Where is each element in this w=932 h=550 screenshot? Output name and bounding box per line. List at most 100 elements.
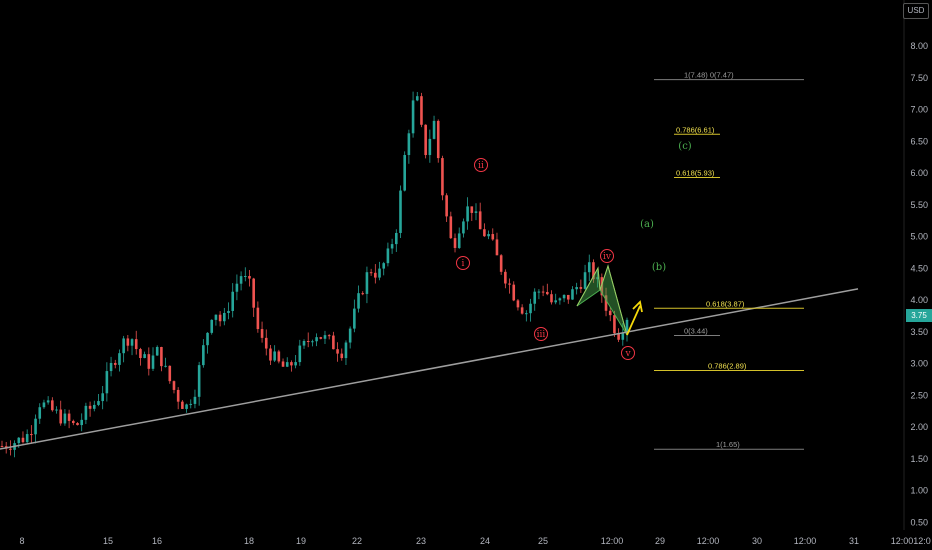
candle-body — [130, 339, 134, 346]
candle-body — [541, 291, 545, 293]
candle-body — [30, 434, 33, 436]
candle-body — [151, 355, 155, 369]
candle-body — [621, 332, 625, 340]
candle-body — [495, 239, 499, 256]
candle-body — [470, 206, 474, 213]
date-tick-label: 16 — [152, 536, 162, 546]
date-tick-label: 24 — [480, 536, 490, 546]
candle-body — [88, 405, 92, 409]
date-tick-label: 15 — [103, 536, 113, 546]
candle-body — [625, 319, 629, 333]
price-axis[interactable]: 8.00 7.50 7.00 6.50 6.00 5.50 5.00 4.50 4.00 3.50… — [910, 41, 928, 527]
candle-body — [449, 216, 453, 239]
candle-body — [558, 298, 562, 301]
candle-body — [306, 340, 310, 342]
arrow-icon — [626, 300, 643, 336]
candle-body — [239, 276, 243, 284]
candle-body — [403, 155, 406, 191]
price-tick-label: 7.50 — [910, 73, 928, 83]
candle-body — [407, 133, 411, 156]
candle-body — [583, 272, 587, 289]
candle-body — [340, 353, 344, 359]
wave-label-circle — [600, 249, 614, 263]
fibonacci-levels[interactable]: 1(7.48) 0(7.47) 0.786(6.61) 0.618(5.93) 0.6… — [654, 71, 804, 450]
fib-level-label: 1(1.65) — [716, 440, 740, 449]
candle-body — [529, 303, 532, 314]
pattern-outline — [576, 264, 628, 336]
candle-body — [147, 354, 151, 369]
candle-body — [101, 393, 104, 402]
candle-body — [139, 349, 142, 359]
candle-body — [59, 409, 63, 424]
candle-body — [277, 351, 281, 362]
candle-body — [243, 276, 247, 278]
candle-body — [432, 120, 436, 139]
candle-body — [227, 310, 230, 313]
candle-body — [478, 211, 482, 230]
candle-body — [415, 96, 419, 101]
date-tick-label: 22 — [352, 536, 362, 546]
candle-body — [466, 206, 469, 222]
date-tick-label: 12:00 — [601, 536, 624, 546]
date-tick-label: 29 — [655, 536, 665, 546]
candle-body — [457, 233, 461, 248]
currency-button[interactable]: USD — [903, 3, 929, 19]
wave-label: ii — [478, 161, 484, 171]
candle-body — [294, 362, 297, 366]
candle-body — [126, 338, 130, 346]
candle-body — [248, 276, 251, 279]
candle-body — [424, 124, 427, 156]
candle-body — [223, 312, 226, 322]
candle-body — [411, 100, 415, 134]
candle-body — [462, 221, 465, 234]
fib-level-label: 1(7.48) 0(7.47) — [684, 71, 734, 80]
candle-body — [357, 293, 360, 309]
projection-labels: (a) (b) (c) — [640, 141, 692, 273]
candle-body — [504, 271, 507, 284]
candle-body — [453, 238, 457, 248]
candle-body — [63, 413, 67, 424]
date-tick-label: 12:0 — [913, 536, 931, 546]
price-tick-label: 5.50 — [910, 200, 928, 210]
price-tick-label: 1.00 — [910, 486, 928, 496]
candle-body — [176, 389, 180, 402]
fib-level-label: 0(3.44) — [684, 327, 708, 336]
candle-body — [197, 365, 201, 397]
candle-body — [210, 319, 214, 333]
price-tick-label: 1.50 — [910, 454, 928, 464]
date-tick-label: 23 — [416, 536, 426, 546]
date-tick-label: 8 — [19, 536, 24, 546]
date-tick-label: 31 — [849, 536, 859, 546]
candle-body — [617, 333, 620, 340]
price-tick-label: 6.00 — [910, 168, 928, 178]
candle-body — [97, 401, 100, 405]
candle-body — [109, 362, 113, 372]
price-tick-label: 4.50 — [910, 263, 928, 273]
candle-body — [168, 365, 172, 382]
candle-body — [315, 337, 318, 342]
date-axis[interactable]: 8 15 16 18 19 22 23 24 25 12:00 29 12:00 30 12:00 31 12… — [19, 536, 930, 546]
candle-body — [441, 158, 444, 196]
projection-label: (a) — [640, 219, 654, 230]
price-tick-label: 6.50 — [910, 136, 928, 146]
candlestick-series — [0, 91, 629, 458]
candle-body — [525, 313, 528, 315]
date-tick-label: 12:00 — [891, 536, 914, 546]
fib-level-label: 0.786(2.89) — [708, 361, 747, 370]
candle-body — [164, 365, 167, 367]
candle-body — [34, 418, 37, 435]
candle-body — [143, 354, 146, 359]
candle-body — [327, 335, 331, 337]
support-trendline[interactable] — [0, 288, 859, 450]
candle-body — [181, 401, 184, 409]
candle-body — [67, 413, 71, 421]
fib-level-label: 0.786(6.61) — [676, 125, 715, 134]
candle-body — [546, 291, 549, 295]
price-tick-label: 2.50 — [910, 390, 928, 400]
candle-body — [566, 294, 570, 300]
candle-body — [608, 310, 612, 316]
candle-body — [344, 342, 348, 359]
candle-body — [592, 262, 595, 280]
candle-body — [445, 195, 448, 217]
